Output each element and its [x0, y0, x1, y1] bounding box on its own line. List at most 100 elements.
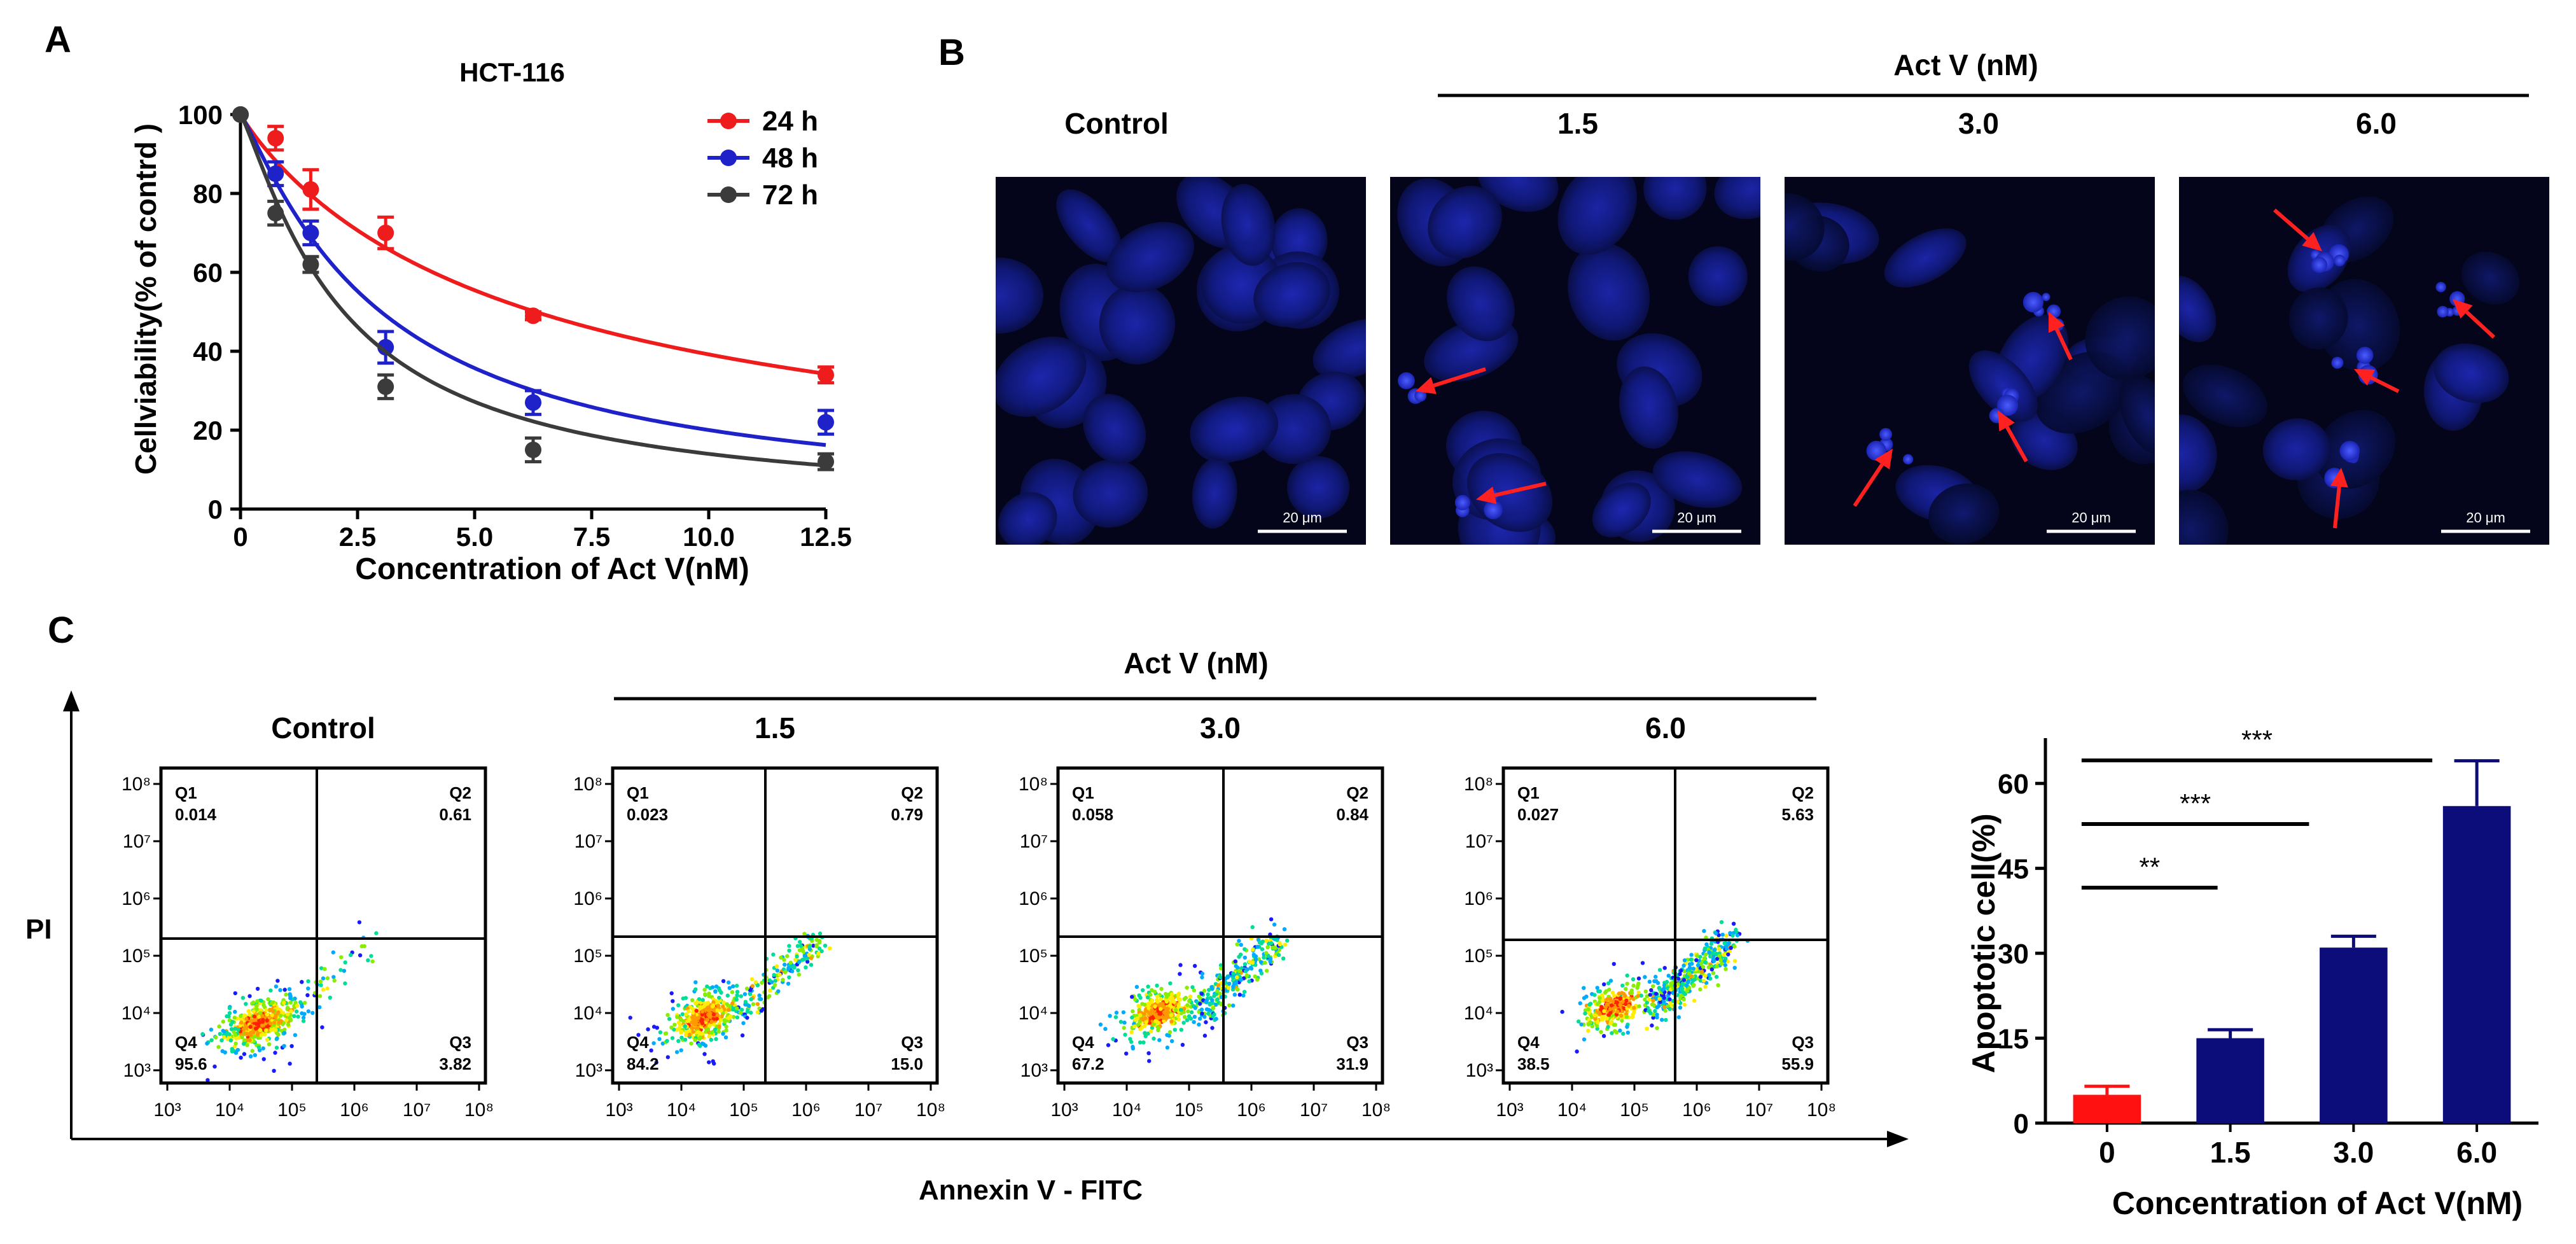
- event-dot: [1586, 1028, 1591, 1033]
- event-dot: [293, 1000, 298, 1005]
- event-dot: [331, 950, 335, 954]
- event-dot: [713, 1027, 718, 1032]
- event-dot: [721, 1004, 725, 1009]
- event-dot: [233, 1009, 237, 1014]
- event-dot: [1655, 1015, 1659, 1020]
- quadrant-q2-name: Q2: [901, 783, 923, 802]
- event-dot: [823, 944, 828, 948]
- red-arrow-shaft: [2465, 311, 2496, 339]
- event-dot: [1643, 997, 1647, 1002]
- nucleus: [1192, 458, 1237, 529]
- flow-x-tick-label: 10⁶: [1682, 1100, 1711, 1121]
- quadrant-q4-name: Q4: [175, 1033, 197, 1052]
- event-dot: [686, 1029, 690, 1034]
- red-arrow-head-icon: [1416, 377, 1437, 395]
- event-dot: [1605, 1016, 1609, 1021]
- event-dot: [1675, 999, 1680, 1004]
- nucleus: [2461, 251, 2520, 305]
- event-dot: [1121, 1010, 1126, 1015]
- event-dot: [725, 993, 730, 998]
- data-point: [267, 165, 284, 182]
- apoptotic-body: [2331, 356, 2344, 369]
- event-dot: [1197, 1002, 1202, 1006]
- event-dot: [1153, 1019, 1158, 1023]
- apoptotic-body: [2334, 255, 2346, 267]
- event-dot: [1698, 987, 1702, 992]
- event-dot: [1182, 1007, 1187, 1011]
- event-dot: [693, 1038, 697, 1042]
- flow-x-tick-label: 10⁵: [1620, 1100, 1649, 1121]
- event-dot: [759, 1009, 764, 1013]
- event-dot: [1723, 963, 1727, 967]
- event-dot: [1244, 973, 1250, 978]
- event-dot: [1269, 917, 1274, 921]
- event-dot: [1647, 1009, 1651, 1013]
- event-dot: [792, 965, 797, 970]
- event-dot: [728, 1014, 733, 1019]
- event-dot: [1688, 957, 1694, 962]
- event-dot: [253, 1053, 257, 1058]
- flow-x-tick-label: 10⁴: [1557, 1100, 1587, 1121]
- event-dot: [809, 963, 814, 967]
- event-dot: [250, 1049, 254, 1053]
- event-dot: [1192, 988, 1197, 993]
- event-dot: [727, 1008, 731, 1012]
- flow-x-tick-label: 10⁴: [1112, 1100, 1141, 1121]
- scale-bar-label: 20 μm: [1677, 510, 1716, 526]
- event-dot: [1146, 1051, 1151, 1056]
- red-arrow-shaft: [1433, 367, 1486, 388]
- quadrant-q4-value: 84.2: [627, 1054, 659, 1073]
- quadrant-q4-value: 95.6: [175, 1054, 207, 1073]
- event-dot: [1575, 1049, 1579, 1054]
- event-dot: [705, 1017, 709, 1022]
- event-dot: [1242, 989, 1247, 994]
- event-dot: [251, 1017, 256, 1023]
- event-dot: [1622, 1006, 1627, 1011]
- event-dot: [1687, 962, 1692, 967]
- event-dot: [247, 994, 252, 998]
- event-dot: [1719, 961, 1724, 966]
- event-dot: [1236, 988, 1240, 992]
- event-dot: [1098, 1022, 1103, 1027]
- nucleus: [1714, 177, 1760, 220]
- quadrant-q1-name: Q1: [1072, 783, 1094, 802]
- event-dot: [1678, 996, 1683, 1000]
- event-dot: [1724, 946, 1729, 951]
- event-dot: [658, 1030, 663, 1035]
- event-dot: [1715, 956, 1720, 961]
- event-dot: [1131, 1044, 1135, 1049]
- event-dot: [254, 1007, 259, 1012]
- event-dot: [298, 1000, 303, 1005]
- event-dot: [707, 991, 711, 996]
- event-dot: [227, 1006, 232, 1010]
- quadrant-q3-value: 3.82: [439, 1054, 471, 1073]
- event-dot: [1702, 946, 1708, 951]
- event-dot: [1136, 1023, 1141, 1027]
- event-dot: [1218, 991, 1222, 996]
- event-dot: [774, 964, 779, 968]
- event-dot: [331, 975, 336, 979]
- event-dot: [731, 1014, 736, 1019]
- event-dot: [325, 986, 330, 991]
- event-dot: [235, 1047, 240, 1052]
- event-dot: [1106, 1043, 1111, 1047]
- data-point: [525, 394, 541, 411]
- event-dot: [1608, 1010, 1613, 1015]
- event-dot: [1138, 995, 1143, 1000]
- panel-b-header: Act V (nM): [1893, 48, 2038, 81]
- event-dot: [239, 1014, 243, 1018]
- event-dot: [285, 1005, 290, 1010]
- event-dot: [807, 944, 812, 949]
- event-dot: [1603, 990, 1608, 995]
- event-dot: [1211, 1014, 1215, 1019]
- event-dot: [735, 993, 739, 998]
- event-dot: [1255, 944, 1260, 949]
- event-dot: [721, 1031, 725, 1036]
- event-dot: [221, 1019, 225, 1024]
- event-dot: [325, 976, 330, 981]
- event-dot: [1728, 931, 1732, 935]
- event-dot: [1180, 1042, 1185, 1047]
- viability-line-chart: 0 20 40 60 80 100 0 2.5 5.0 7.5 10.0 12.5 Concentrat…: [129, 100, 852, 586]
- event-dot: [1165, 1033, 1169, 1037]
- y-tick-label: 100: [178, 100, 223, 130]
